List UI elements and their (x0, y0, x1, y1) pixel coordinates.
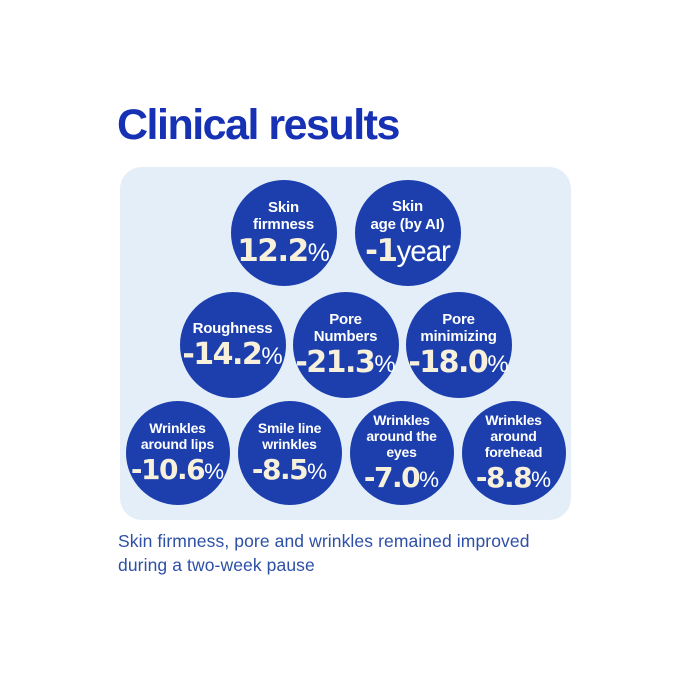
footnote-line-2: during a two-week pause (118, 554, 315, 575)
bubble-label: Skin firmness (253, 198, 314, 233)
bubble-label: Wrinkles around forehead (484, 412, 543, 461)
percent-sign: % (307, 239, 330, 267)
bubble-value: -8.8% (475, 461, 552, 495)
bubble-value: -8.5% (251, 453, 328, 487)
bubble-roughness: Roughness -14.2% (179, 292, 286, 398)
percent-sign: % (261, 342, 283, 370)
bubble-value: -10.6% (130, 453, 225, 487)
percent-sign: % (487, 351, 509, 379)
bubble-label: Wrinkles around the eyes (366, 412, 437, 461)
bubble-label: Skin age (by AI) (370, 198, 445, 233)
bubble-label: Smile line wrinkles (257, 420, 322, 453)
year-suffix: year (396, 234, 451, 268)
bubble-value: 12.2% (237, 232, 330, 269)
bubble-value: -1year (365, 232, 451, 269)
bubble-pore-numbers: Pore Numbers -21.3% (292, 292, 399, 398)
results-row-2: Roughness -14.2% Pore Numbers -21.3% Por… (120, 292, 571, 398)
results-row-3: Wrinkles around lips -10.6% Smile line w… (120, 401, 571, 505)
percent-sign: % (204, 459, 225, 485)
bubble-value: -21.3% (295, 345, 396, 381)
bubble-wrinkles-eyes: Wrinkles around the eyes -7.0% (349, 401, 454, 505)
percent-sign: % (374, 351, 396, 379)
bubble-wrinkles-forehead: Wrinkles around forehead -8.8% (461, 401, 566, 505)
bubble-skin-firmness: Skin firmness 12.2% (230, 180, 337, 286)
results-panel: Skin firmness 12.2% Skin age (by AI) -1y… (120, 167, 571, 520)
bubble-skin-age: Skin age (by AI) -1year (354, 180, 461, 286)
bubble-label: Wrinkles around lips (140, 420, 215, 453)
bubble-wrinkles-lips: Wrinkles around lips -10.6% (125, 401, 230, 505)
bubble-label: Roughness (192, 319, 273, 337)
footnote-line-1: Skin firmness, pore and wrinkles remaine… (118, 531, 530, 551)
footnote-caption: Skin firmness, pore and wrinkles remaine… (118, 530, 578, 577)
bubble-value: -18.0% (408, 345, 509, 381)
results-row-1: Skin firmness 12.2% Skin age (by AI) -1y… (120, 180, 571, 286)
bubble-value: -14.2% (182, 336, 283, 372)
bubble-label: Pore minimizing (420, 311, 497, 346)
bubble-pore-minimizing: Pore minimizing -18.0% (405, 292, 512, 398)
percent-sign: % (307, 459, 328, 485)
percent-sign: % (531, 467, 552, 493)
bubble-smile-line-wrinkles: Smile line wrinkles -8.5% (237, 401, 342, 505)
page-title: Clinical results (117, 101, 400, 149)
bubble-value: -7.0% (363, 461, 440, 495)
percent-sign: % (419, 467, 440, 493)
bubble-label: Pore Numbers (313, 311, 378, 346)
